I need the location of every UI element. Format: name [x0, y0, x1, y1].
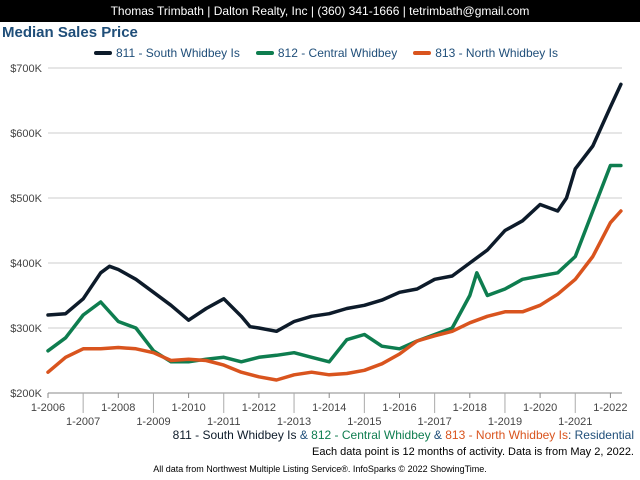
x-tick-label: 1-2017: [418, 416, 452, 428]
data-note: Each data point is 12 months of activity…: [311, 446, 634, 458]
x-tick-label: 1-2020: [523, 402, 557, 414]
x-tick-label: 1-2013: [277, 416, 311, 428]
y-tick-label: $300K: [10, 323, 42, 335]
x-tick-label: 1-2009: [136, 416, 170, 428]
x-tick-label: 1-2006: [31, 402, 65, 414]
subtitle-suffix: : Residential: [567, 428, 634, 442]
footer-credit: All data from Northwest Multiple Listing…: [153, 464, 487, 474]
x-tick-label: 1-2010: [171, 402, 205, 414]
legend-swatch: [413, 51, 432, 55]
x-tick-label: 1-2012: [242, 402, 276, 414]
subtitle-811: 811 - South Whidbey Is: [172, 428, 297, 442]
y-tick-label: $600K: [10, 128, 42, 140]
subtitle-amp-2: &: [430, 428, 446, 442]
legend-label: 811 - South Whidbey Is: [116, 46, 240, 60]
subtitle-812: 812 - Central Whidbey: [311, 428, 431, 442]
legend-swatch: [255, 51, 274, 55]
legend-swatch: [94, 51, 112, 55]
x-tick-label: 1-2011: [207, 416, 240, 428]
y-tick-label: $400K: [10, 258, 42, 270]
x-tick-label: 1-2007: [66, 416, 100, 428]
chart-legend: 811 - South Whidbey Is 812 - Central Whi…: [94, 46, 558, 60]
series-line-1: [46, 82, 623, 334]
x-tick-label: 1-2021: [558, 416, 592, 428]
legend-item-811[interactable]: 811 - South Whidbey Is: [94, 46, 240, 60]
chart-title: Median Sales Price: [2, 24, 138, 41]
y-tick-label: $500K: [10, 193, 42, 205]
x-tick-label: 1-2022: [593, 402, 627, 414]
x-tick-label: 1-2019: [488, 416, 522, 428]
y-tick-label: $200K: [10, 388, 42, 400]
header-contact: Thomas Trimbath | Dalton Realty, Inc | (…: [110, 4, 530, 18]
legend-item-813[interactable]: 813 - North Whidbey Is: [413, 46, 558, 60]
legend-item-812[interactable]: 812 - Central Whidbey: [255, 46, 398, 60]
series-line-3: [46, 209, 623, 382]
header-bar: Thomas Trimbath | Dalton Realty, Inc | (…: [0, 0, 640, 22]
subtitle-amp-1: &: [296, 428, 312, 442]
x-tick-label: 1-2016: [382, 402, 416, 414]
legend-label: 812 - Central Whidbey: [277, 46, 398, 60]
x-tick-label: 1-2015: [347, 416, 381, 428]
legend-label: 813 - North Whidbey Is: [435, 46, 558, 60]
series-line-2: [46, 163, 623, 364]
x-tick-label: 1-2008: [101, 402, 135, 414]
subtitle-813: 813 - North Whidbey Is: [445, 428, 568, 442]
x-tick-label: 1-2018: [453, 402, 487, 414]
y-tick-label: $700K: [10, 63, 42, 75]
chart-subtitle: 811 - South Whidbey Is & 812 - Central W…: [173, 428, 634, 442]
x-tick-label: 1-2014: [312, 402, 346, 414]
